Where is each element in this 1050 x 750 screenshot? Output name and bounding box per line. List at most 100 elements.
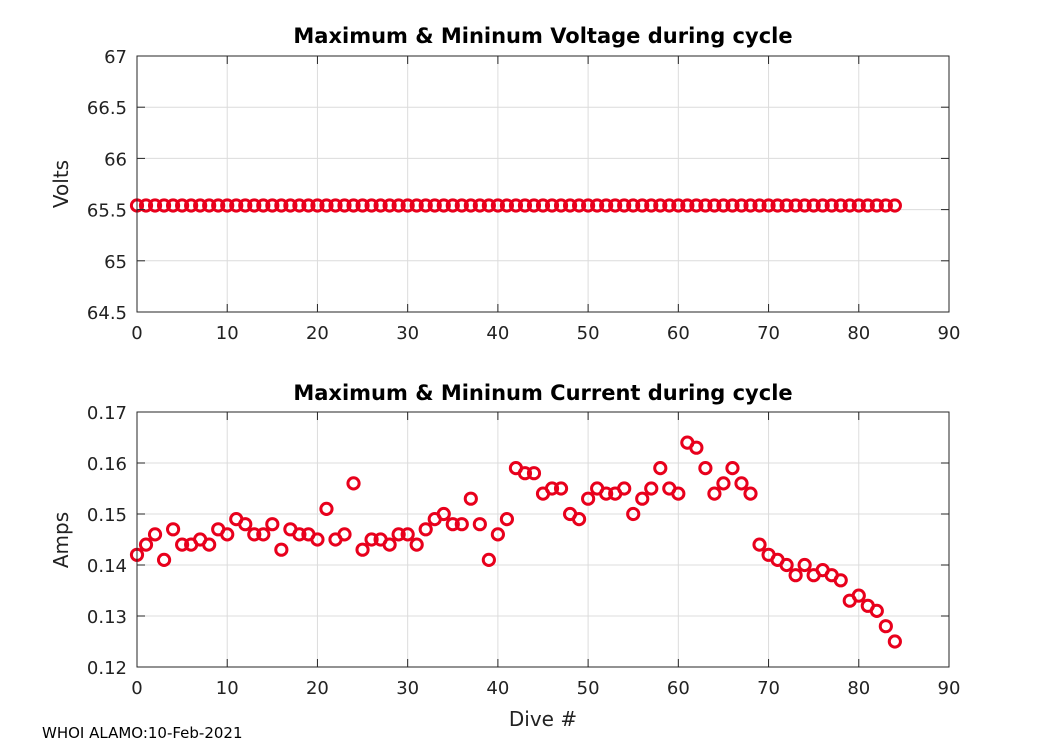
voltage-data-point bbox=[535, 198, 551, 213]
current-data-point bbox=[544, 481, 560, 496]
voltage-data-point bbox=[626, 198, 641, 213]
voltage-data-point bbox=[617, 198, 632, 213]
current-data-point bbox=[878, 619, 893, 634]
current-x-tick-label: 40 bbox=[486, 678, 509, 699]
voltage-data-point bbox=[815, 198, 830, 213]
voltage-data-point bbox=[887, 198, 902, 213]
current-data-point bbox=[779, 557, 794, 573]
current-data-point bbox=[617, 481, 632, 496]
current-x-tick-label: 70 bbox=[757, 678, 780, 699]
current-chart-title: Maximum & Mininum Current during cycle bbox=[293, 381, 792, 405]
voltage-y-tick-label: 67 bbox=[104, 47, 127, 68]
current-y-tick-label: 0.12 bbox=[87, 658, 127, 679]
voltage-data-point bbox=[707, 198, 722, 213]
voltage-data-point bbox=[842, 198, 857, 213]
current-data-point bbox=[202, 537, 217, 552]
current-data-point bbox=[490, 527, 505, 542]
current-data-point bbox=[707, 486, 722, 501]
current-data-point bbox=[635, 491, 650, 506]
voltage-chart: 0 10 20 30 40 50 60 70 80 90 64.5 65 65.5 66 66.5 67 Ma… bbox=[49, 24, 960, 344]
voltage-data-point bbox=[328, 198, 343, 213]
current-data-point bbox=[418, 522, 433, 537]
voltage-y-tick-label: 65 bbox=[104, 252, 127, 273]
current-data-point bbox=[238, 517, 253, 532]
voltage-x-tick-label: 80 bbox=[847, 323, 870, 344]
voltage-data-point bbox=[590, 198, 605, 213]
voltage-data-point bbox=[734, 198, 749, 213]
voltage-data-point bbox=[553, 198, 569, 213]
current-data-point bbox=[581, 491, 596, 506]
voltage-data-point bbox=[454, 198, 469, 213]
current-x-tick-label: 80 bbox=[847, 678, 870, 699]
current-data-point bbox=[644, 481, 659, 496]
voltage-data-point bbox=[220, 198, 235, 213]
voltage-axes-box bbox=[136, 55, 950, 313]
voltage-data-point bbox=[698, 198, 713, 213]
voltage-data-point bbox=[382, 198, 397, 213]
current-x-tick-label: 20 bbox=[306, 678, 329, 699]
voltage-x-tick-label: 40 bbox=[486, 323, 509, 344]
voltage-y-tick-label: 64.5 bbox=[87, 303, 127, 324]
voltage-x-tick-label: 10 bbox=[216, 323, 239, 344]
voltage-x-tick-label: 70 bbox=[757, 323, 780, 344]
current-data-point bbox=[156, 552, 172, 568]
voltage-data-point bbox=[797, 198, 812, 213]
voltage-data-point bbox=[860, 198, 875, 213]
voltage-data-point bbox=[418, 198, 433, 213]
voltage-data-point bbox=[346, 198, 361, 213]
voltage-data-point bbox=[274, 198, 289, 213]
voltage-points bbox=[129, 198, 902, 213]
voltage-data-point bbox=[725, 198, 740, 213]
current-data-point bbox=[364, 532, 379, 547]
voltage-data-point bbox=[571, 198, 587, 213]
voltage-data-point bbox=[806, 198, 821, 213]
voltage-data-point bbox=[689, 198, 704, 213]
current-data-point bbox=[499, 512, 515, 527]
voltage-data-point bbox=[743, 198, 758, 213]
voltage-data-point bbox=[138, 198, 154, 213]
voltage-data-point bbox=[463, 198, 478, 213]
voltage-x-tick-label: 30 bbox=[396, 323, 419, 344]
voltage-y-axis-label: Volts bbox=[49, 160, 73, 208]
current-data-point bbox=[165, 522, 181, 537]
voltage-data-point bbox=[608, 198, 623, 213]
voltage-data-point bbox=[499, 198, 515, 213]
voltage-data-point bbox=[364, 198, 379, 213]
voltage-data-point bbox=[436, 198, 451, 213]
voltage-data-point bbox=[184, 198, 199, 213]
current-x-axis-label: Dive # bbox=[509, 707, 577, 731]
current-y-tick-label: 0.13 bbox=[87, 607, 127, 628]
current-data-point bbox=[346, 476, 361, 491]
current-data-point bbox=[382, 537, 397, 552]
current-data-point bbox=[517, 466, 533, 481]
voltage-data-point bbox=[788, 198, 803, 213]
current-data-point bbox=[400, 527, 415, 542]
voltage-data-point bbox=[283, 198, 298, 213]
voltage-y-tick-label: 65.5 bbox=[87, 201, 127, 222]
voltage-x-tick-label: 50 bbox=[577, 323, 600, 344]
current-data-point bbox=[454, 517, 469, 532]
current-data-point bbox=[689, 440, 704, 455]
current-data-point bbox=[175, 537, 190, 552]
current-data-point bbox=[319, 501, 334, 516]
current-x-tick-label: 50 bbox=[577, 678, 600, 699]
voltage-data-point bbox=[869, 198, 884, 213]
voltage-data-point bbox=[653, 198, 668, 213]
current-data-point bbox=[472, 517, 487, 532]
voltage-data-point bbox=[427, 198, 442, 213]
voltage-data-point bbox=[671, 198, 686, 213]
voltage-data-point bbox=[229, 198, 244, 213]
current-data-point bbox=[833, 573, 848, 588]
current-data-point bbox=[292, 527, 307, 542]
current-data-point bbox=[797, 557, 812, 573]
voltage-data-point bbox=[833, 198, 848, 213]
current-points bbox=[129, 435, 902, 649]
current-data-point bbox=[743, 486, 758, 501]
current-data-point bbox=[138, 537, 154, 552]
voltage-data-point bbox=[337, 198, 352, 213]
current-data-point bbox=[571, 512, 587, 527]
current-data-point bbox=[481, 552, 496, 568]
current-x-tick-label: 90 bbox=[938, 678, 961, 699]
current-data-point bbox=[869, 603, 884, 619]
